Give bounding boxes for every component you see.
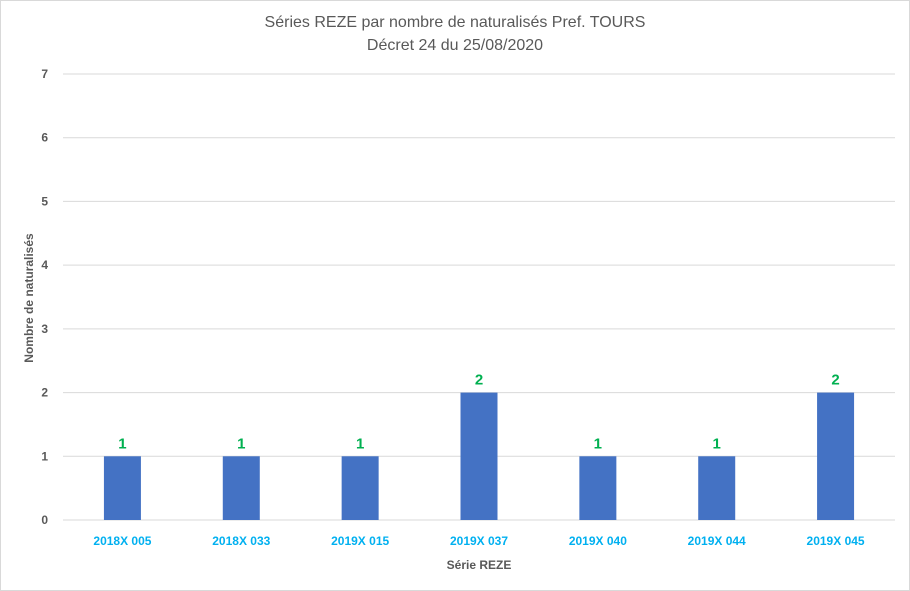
y-axis-title: Nombre de naturalisés xyxy=(22,233,36,363)
data-labels: 1 1 1 2 1 1 2 xyxy=(118,372,839,453)
x-tick-label: 2019X 045 xyxy=(807,534,865,548)
x-tick-label: 2018X 033 xyxy=(212,534,270,548)
data-label: 1 xyxy=(237,435,245,452)
y-tick-label: 0 xyxy=(41,513,48,527)
y-tick-label: 4 xyxy=(41,258,48,272)
x-axis-ticks: 2018X 005 2018X 033 2019X 015 2019X 037 2019… xyxy=(93,534,865,548)
chart-title: Séries REZE par nombre de naturalisés Pr… xyxy=(265,14,646,31)
x-tick-label: 2019X 015 xyxy=(331,534,389,548)
data-label: 1 xyxy=(118,435,126,452)
x-tick-label: 2018X 005 xyxy=(93,534,151,548)
x-tick-label: 2019X 037 xyxy=(450,534,508,548)
y-tick-label: 6 xyxy=(41,131,48,145)
bars xyxy=(103,392,855,520)
bar xyxy=(222,456,260,520)
x-tick-label: 2019X 044 xyxy=(688,534,746,548)
y-tick-label: 5 xyxy=(41,194,48,208)
bar xyxy=(103,456,141,520)
x-tick-label: 2019X 040 xyxy=(569,534,627,548)
y-tick-label: 1 xyxy=(41,449,48,463)
bar xyxy=(460,392,498,520)
bar xyxy=(341,456,379,520)
y-tick-label: 3 xyxy=(41,322,48,336)
y-tick-label: 2 xyxy=(41,386,48,400)
y-tick-label: 7 xyxy=(41,67,48,81)
bar xyxy=(817,392,855,520)
data-label: 2 xyxy=(831,372,839,389)
data-label: 2 xyxy=(475,372,483,389)
chart-subtitle: Décret 24 du 25/08/2020 xyxy=(367,37,543,54)
y-axis-ticks: 0 1 2 3 4 5 6 7 xyxy=(41,67,48,527)
bar xyxy=(698,456,736,520)
data-label: 1 xyxy=(356,435,364,452)
data-label: 1 xyxy=(594,435,602,452)
data-label: 1 xyxy=(713,435,721,452)
x-axis-title: Série REZE xyxy=(447,558,512,572)
bar xyxy=(579,456,617,520)
